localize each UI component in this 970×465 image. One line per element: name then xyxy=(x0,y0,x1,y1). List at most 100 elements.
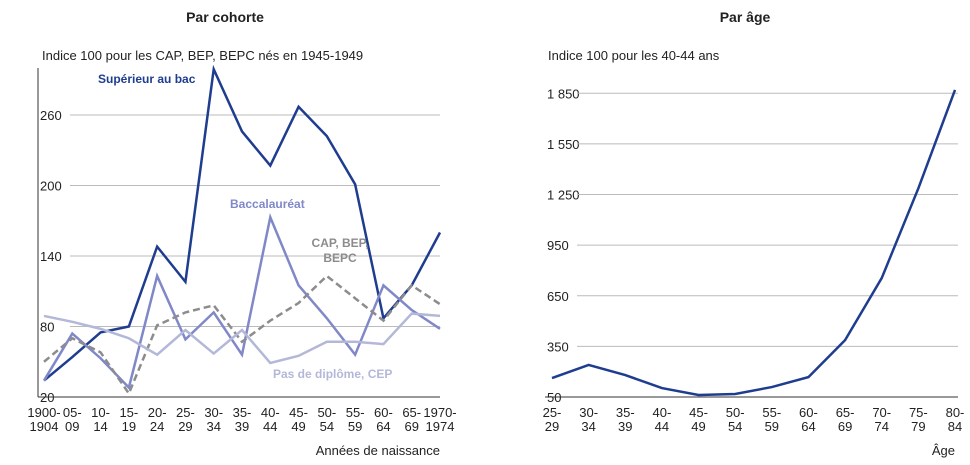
x-tick-label: 45-49 xyxy=(689,405,708,434)
x-tick-line: 44 xyxy=(655,419,669,434)
x-tick-label: 05-09 xyxy=(63,405,82,434)
x-tick-line: 50- xyxy=(726,405,745,420)
x-tick-line: 79 xyxy=(911,419,925,434)
x-tick-line: 40- xyxy=(653,405,672,420)
series-line xyxy=(43,274,441,397)
x-tick-line: 54 xyxy=(320,419,334,434)
x-tick-line: 60- xyxy=(799,405,818,420)
x-tick-line: 19 xyxy=(122,419,136,434)
x-tick-line: 65- xyxy=(402,405,421,420)
x-axis-label: Années de naissance xyxy=(316,443,440,458)
x-tick-label: 25-29 xyxy=(543,405,562,434)
x-tick-label: 35-39 xyxy=(233,405,252,434)
series-line xyxy=(43,312,441,365)
x-tick-line: 64 xyxy=(376,419,390,434)
series-label: Pas de diplôme, CEP xyxy=(273,367,392,381)
subtitle: Indice 100 pour les 40-44 ans xyxy=(548,48,720,63)
y-tick-label: 260 xyxy=(40,108,62,123)
x-tick-line: 49 xyxy=(691,419,705,434)
subtitle: Indice 100 pour les CAP, BEP, BEPC nés e… xyxy=(42,48,363,63)
x-tick-line: 39 xyxy=(618,419,632,434)
x-tick-label: 35-39 xyxy=(616,405,635,434)
x-tick-line: 34 xyxy=(206,419,220,434)
series-label: Supérieur au bac xyxy=(98,72,196,86)
x-tick-label: 55-59 xyxy=(346,405,365,434)
y-tick-label: 350 xyxy=(547,339,569,354)
x-tick-line: 75- xyxy=(909,405,928,420)
x-tick-line: 69 xyxy=(404,419,418,434)
x-tick-line: 15- xyxy=(119,405,138,420)
x-tick-line: 54 xyxy=(728,419,742,434)
x-tick-label: 40-44 xyxy=(653,405,672,434)
x-tick-line: 09 xyxy=(65,419,79,434)
x-tick-line: 35- xyxy=(616,405,635,420)
x-tick-label: 40-44 xyxy=(261,405,280,434)
x-tick-line: 35- xyxy=(233,405,252,420)
x-tick-line: 44 xyxy=(263,419,277,434)
y-tick-label: 950 xyxy=(547,238,569,253)
x-tick-line: 50- xyxy=(317,405,336,420)
x-tick-label: 65-69 xyxy=(402,405,421,434)
y-tick-label: 1 850 xyxy=(547,86,580,101)
x-tick-label: 60-64 xyxy=(374,405,393,434)
x-tick-line: 1974 xyxy=(426,419,455,434)
x-tick-line: 25- xyxy=(543,405,562,420)
series-label: Baccalauréat xyxy=(230,197,305,211)
x-tick-label: 1900-1904 xyxy=(27,405,60,434)
x-tick-line: 29 xyxy=(545,419,559,434)
chart-title: Par cohorte xyxy=(186,9,264,25)
x-tick-line: 60- xyxy=(374,405,393,420)
x-tick-line: 10- xyxy=(91,405,110,420)
x-tick-line: 34 xyxy=(581,419,595,434)
x-tick-label: 10-14 xyxy=(91,405,110,434)
x-tick-label: 60-64 xyxy=(799,405,818,434)
x-tick-line: 1900- xyxy=(27,405,60,420)
x-tick-line: 70- xyxy=(872,405,891,420)
x-tick-label: 1970-1974 xyxy=(423,405,456,434)
series-line xyxy=(42,212,441,391)
x-tick-label: 50-54 xyxy=(726,405,745,434)
x-tick-label: 75-79 xyxy=(909,405,928,434)
x-tick-line: 05- xyxy=(63,405,82,420)
y-tick-label: 140 xyxy=(40,249,62,264)
series-label: CAP, BEP, BEPC xyxy=(311,236,369,265)
y-tick-label: 1 250 xyxy=(547,188,580,203)
y-tick-label: 80 xyxy=(40,320,54,335)
x-tick-line: 59 xyxy=(765,419,779,434)
series-label-box: CAP, BEP, BEPC xyxy=(311,236,369,265)
x-tick-line: 40- xyxy=(261,405,280,420)
y-tick-label: 200 xyxy=(40,179,62,194)
x-tick-line: 24 xyxy=(150,419,164,434)
x-tick-line: 55- xyxy=(346,405,365,420)
x-tick-label: 80-84 xyxy=(946,405,965,434)
x-tick-line: 55- xyxy=(762,405,781,420)
y-tick-label: 650 xyxy=(547,289,569,304)
x-tick-line: 59 xyxy=(348,419,362,434)
x-tick-line: 39 xyxy=(235,419,249,434)
x-tick-label: 55-59 xyxy=(762,405,781,434)
x-tick-label: 25-29 xyxy=(176,405,195,434)
x-tick-label: 70-74 xyxy=(872,405,891,434)
x-tick-line: 45- xyxy=(289,405,308,420)
x-tick-label: 30-34 xyxy=(579,405,598,434)
chart-title: Par âge xyxy=(720,9,771,25)
x-tick-line: 29 xyxy=(178,419,192,434)
x-tick-line: 65- xyxy=(836,405,855,420)
x-tick-line: 25- xyxy=(176,405,195,420)
y-tick-label: 1 550 xyxy=(547,137,580,152)
x-tick-line: 80- xyxy=(946,405,965,420)
x-tick-line: 14 xyxy=(93,419,107,434)
x-tick-label: 45-49 xyxy=(289,405,308,434)
x-tick-line: 64 xyxy=(801,419,815,434)
x-tick-line: 30- xyxy=(579,405,598,420)
x-tick-line: 1904 xyxy=(30,419,59,434)
x-tick-line: 30- xyxy=(204,405,223,420)
x-tick-label: 15-19 xyxy=(119,405,138,434)
series-line xyxy=(551,89,957,397)
x-tick-line: 20- xyxy=(148,405,167,420)
x-tick-label: 20-24 xyxy=(148,405,167,434)
x-tick-label: 50-54 xyxy=(317,405,336,434)
x-tick-line: 45- xyxy=(689,405,708,420)
series-line xyxy=(43,64,442,382)
